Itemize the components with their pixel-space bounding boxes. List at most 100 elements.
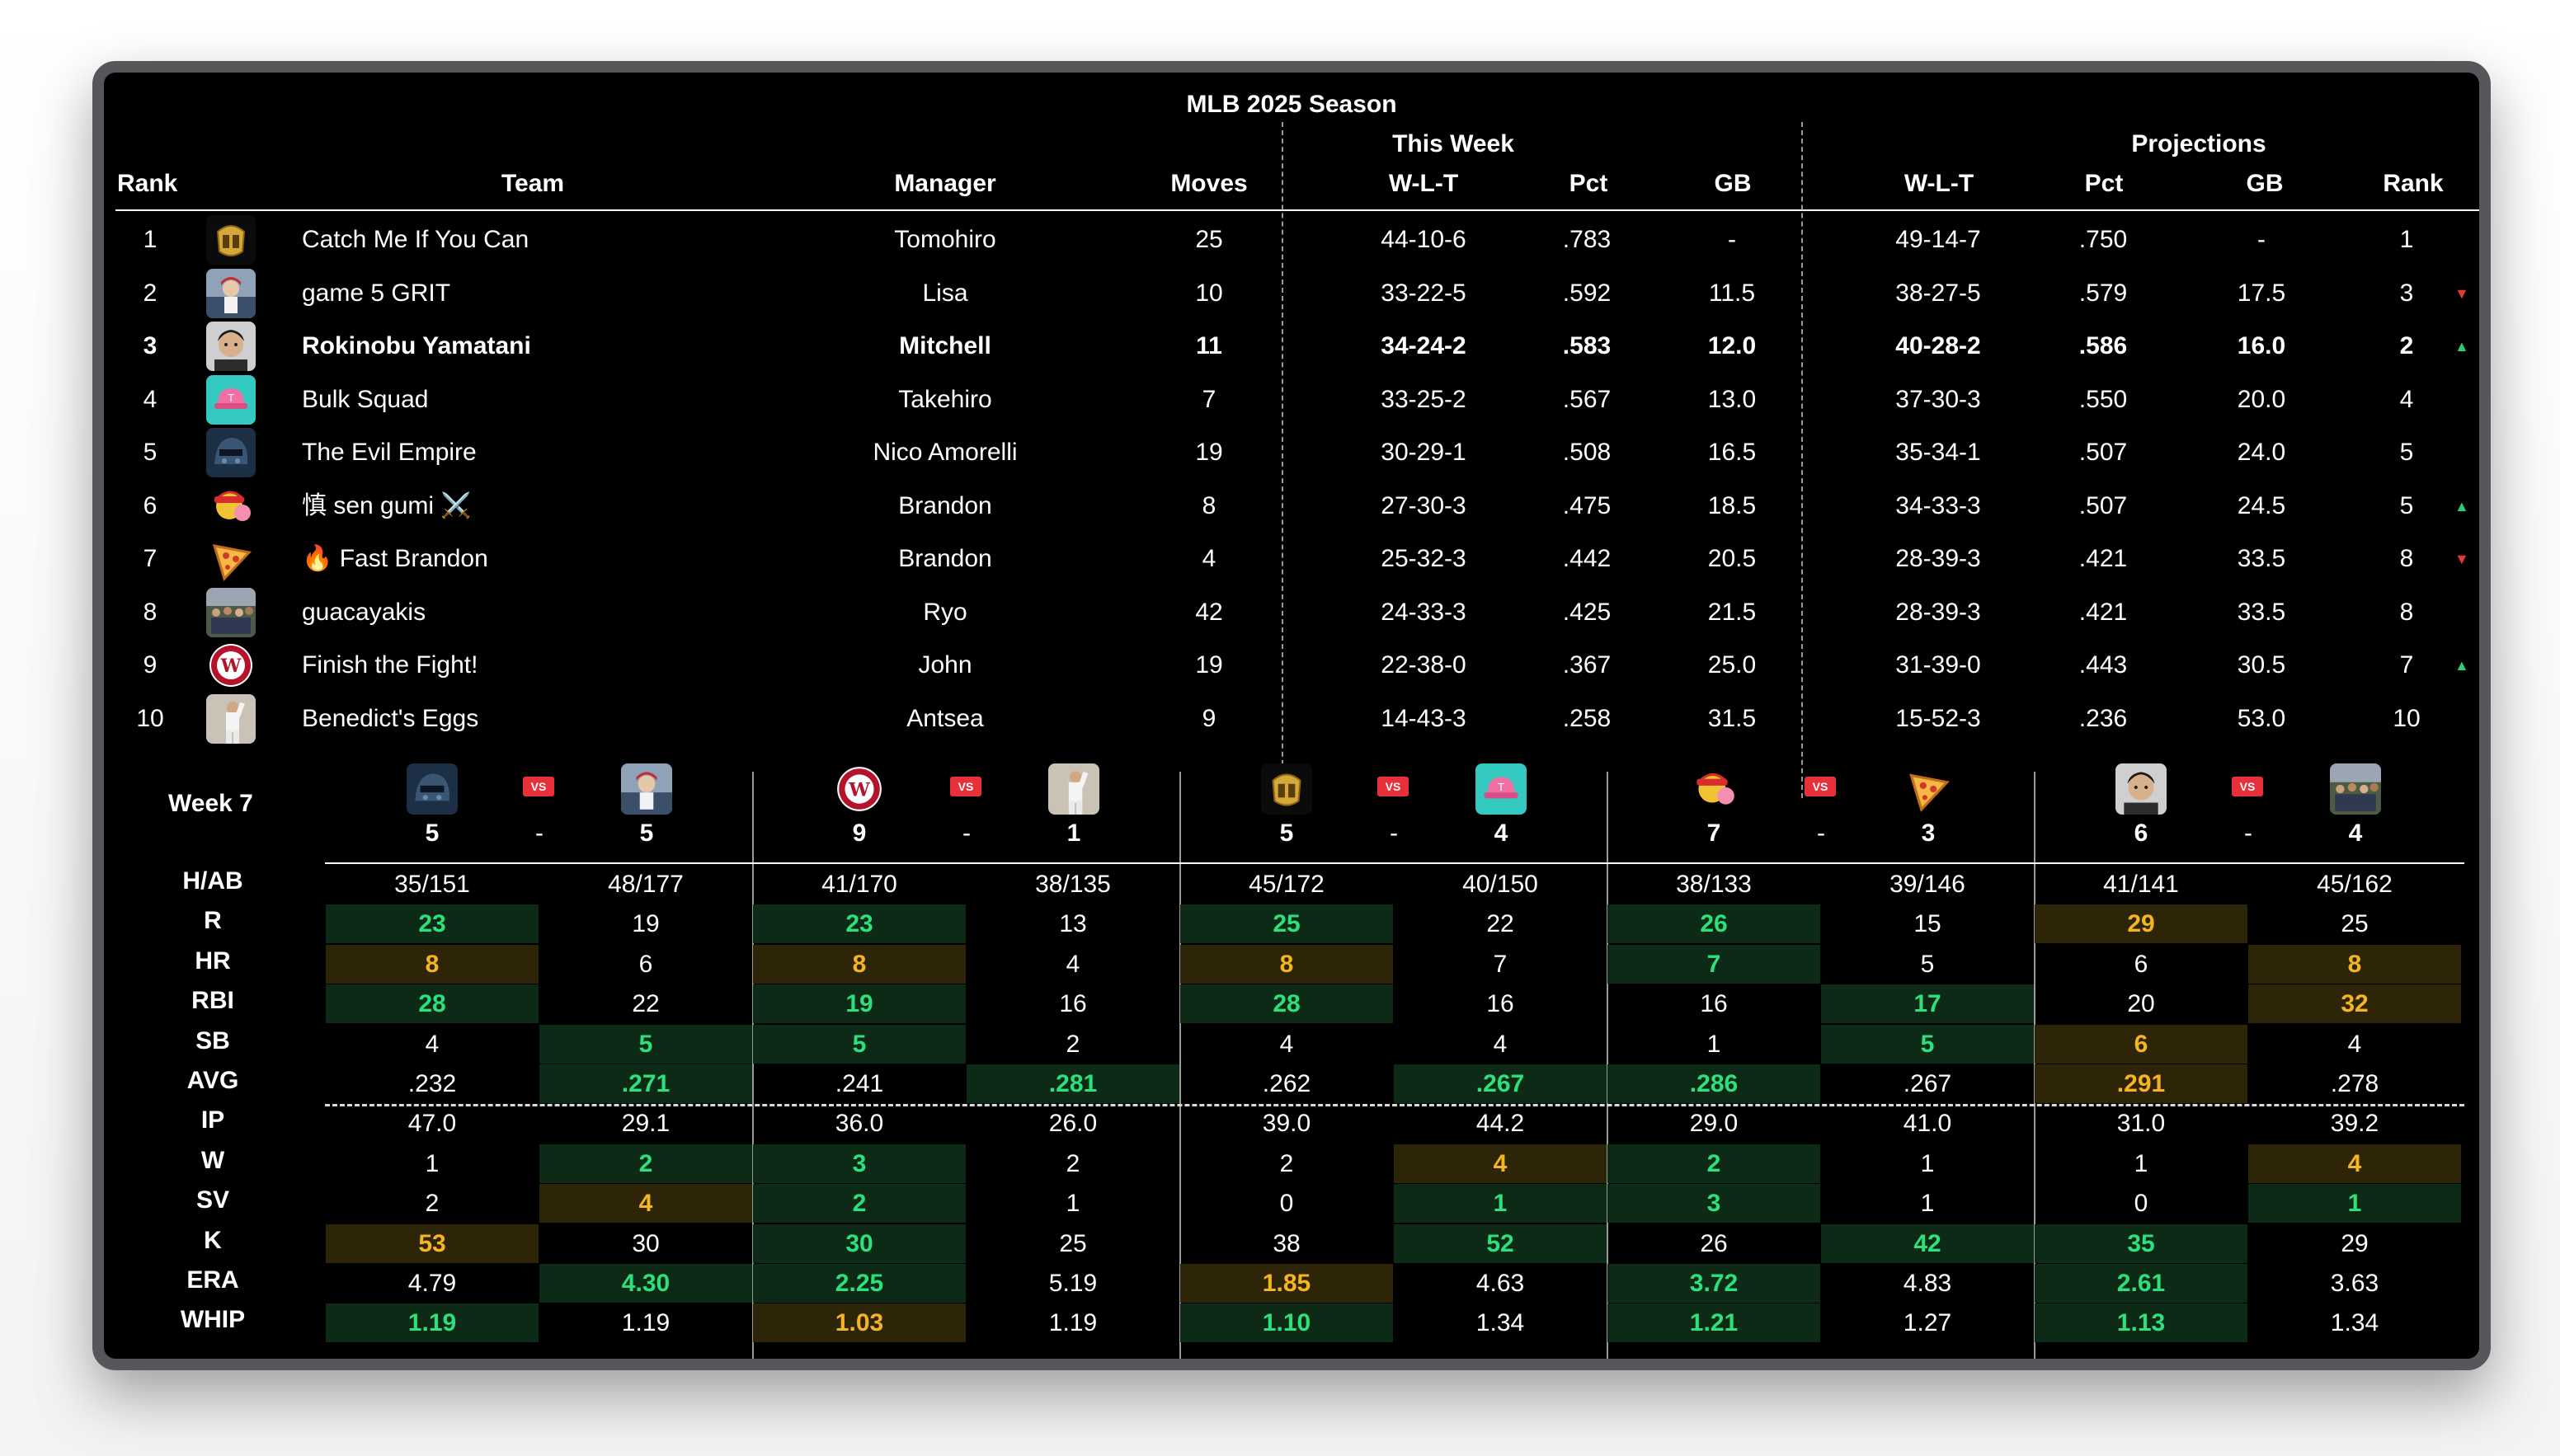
score-separator: -	[1390, 820, 1398, 847]
vs-badge: VS	[1377, 777, 1409, 796]
header-p-pct: Pct	[2084, 170, 2124, 197]
p-rank-cell: 3	[2399, 279, 2414, 307]
tw-pct-cell: .425	[1562, 598, 1612, 626]
away-stat-cell: 17	[1821, 984, 2034, 1024]
moves-cell: 25	[1195, 226, 1223, 253]
stat-label: AVG	[186, 1067, 239, 1094]
p-pct-cell: .586	[2078, 332, 2128, 359]
standings-row[interactable]: 1 Tomohiro 25 44-10-6 .783 - 49-14-7 .750 - 1 Catc…	[104, 214, 2479, 266]
p-gb-cell: 24.5	[2237, 491, 2286, 519]
away-stat-cell: 1	[1394, 1184, 1607, 1224]
home-stat-cell: 0	[1279, 1190, 1294, 1218]
team-name-cell[interactable]: The Evil Empire	[302, 439, 477, 466]
gold-helmet-icon[interactable]	[1261, 763, 1312, 815]
home-stat-cell: 26	[1607, 904, 1820, 944]
tw-wlt-cell: 24-33-3	[1381, 598, 1466, 626]
tw-pct-cell: .258	[1562, 704, 1612, 732]
tw-pct-cell: .783	[1562, 226, 1612, 253]
standings-screen: MLB 2025 Season This Week Projections Ra…	[104, 73, 2479, 1359]
team-name-cell[interactable]: 🔥 Fast Brandon	[302, 545, 488, 572]
score-separator: -	[535, 820, 544, 847]
tw-pct-cell: .592	[1562, 279, 1612, 307]
stat-label: W	[200, 1146, 225, 1174]
score-separator: -	[962, 820, 971, 847]
team-name-cell[interactable]: Bulk Squad	[302, 385, 429, 413]
moves-cell: 10	[1195, 279, 1223, 307]
standings-row[interactable]: 7 Brandon 4 25-32-3 .442 20.5 28-39-3 .421 33.5 8…	[104, 533, 2479, 585]
tw-gb-cell: 20.5	[1707, 545, 1757, 572]
standings-row[interactable]: 5 Nico Amorelli 19 30-29-1 .508 16.5 35-34-1 .5…	[104, 426, 2479, 479]
team-name-cell[interactable]: Rokinobu Yamatani	[302, 332, 531, 359]
team-name-cell[interactable]: Finish the Fight!	[302, 651, 478, 679]
home-stat-cell: 38	[1273, 1229, 1301, 1257]
home-stat-cell: 1.85	[1180, 1264, 1393, 1303]
vs-badge: VS	[2232, 777, 2263, 796]
home-stat-cell: .291	[2035, 1064, 2247, 1103]
p-pct-cell: .507	[2078, 491, 2128, 519]
p-wlt-cell: 35-34-1	[1895, 439, 1981, 466]
player-throw-photo-icon[interactable]	[1048, 763, 1099, 815]
team-name-cell[interactable]: guacayakis	[302, 598, 426, 626]
p-wlt-cell: 31-39-0	[1895, 651, 1981, 679]
bubblegum-character-icon	[206, 481, 256, 531]
standings-row[interactable]: 2 Lisa 10 33-22-5 .592 11.5 38-27-5 .579 17.5 3 ga…	[104, 267, 2479, 320]
p-gb-cell: 17.5	[2237, 279, 2286, 307]
standings-row[interactable]: 9 John 19 22-38-0 .367 25.0 31-39-0 .443 30.5 7 W F…	[104, 639, 2479, 692]
home-stat-cell: 2.61	[2035, 1264, 2247, 1303]
p-gb-cell: 30.5	[2237, 651, 2286, 679]
face-photo-icon[interactable]	[2115, 763, 2167, 815]
team-name-cell[interactable]: Catch Me If You Can	[302, 226, 529, 253]
home-stat-cell: 26	[1700, 1229, 1728, 1257]
crowd-photo-icon[interactable]	[2330, 763, 2381, 815]
away-stat-cell: 1.19	[1048, 1309, 1098, 1337]
team-name-cell[interactable]: game 5 GRIT	[302, 279, 451, 307]
standings-row[interactable]: 3 Mitchell 11 34-24-2 .583 12.0 40-28-2 .586 16.…	[104, 320, 2479, 373]
away-stat-cell: 4	[2347, 1030, 2362, 1058]
away-stat-cell: 40/150	[1462, 871, 1538, 898]
player-throw-photo-icon	[206, 693, 256, 744]
away-stat-cell: 41.0	[1903, 1110, 1952, 1138]
away-stat-cell: 8	[2248, 944, 2461, 984]
tw-gb-cell: 11.5	[1708, 279, 1756, 307]
away-stat-cell: 2	[1066, 1149, 1080, 1177]
home-stat-cell: 28	[326, 984, 539, 1024]
away-stat-cell: 26.0	[1048, 1110, 1098, 1138]
player-photo-icon[interactable]	[621, 763, 672, 815]
stat-label: RBI	[191, 987, 234, 1015]
standings-row[interactable]: 8 Ryo 42 24-33-3 .425 21.5 28-39-3 .421 33.5 8 gua…	[104, 586, 2479, 639]
dark-helmet-icon[interactable]	[407, 763, 458, 815]
p-wlt-cell: 34-33-3	[1895, 491, 1981, 519]
rank-up-icon: ▲	[2454, 497, 2469, 514]
pizza-slice-icon[interactable]	[1903, 763, 1954, 815]
standings-row[interactable]: 10 Antsea 9 14-43-3 .258 31.5 15-52-3 .236 53.0 1…	[104, 693, 2479, 745]
manager-cell: Tomohiro	[894, 226, 996, 253]
away-stat-cell: 3.63	[2330, 1270, 2379, 1297]
p-wlt-cell: 38-27-5	[1895, 279, 1981, 307]
gold-helmet-icon	[206, 215, 256, 265]
p-pct-cell: .507	[2078, 439, 2128, 466]
nationals-logo-icon[interactable]: W	[834, 763, 885, 815]
this-week-divider	[1282, 122, 1283, 798]
bubblegum-character-icon[interactable]	[1688, 763, 1739, 815]
team-name-cell[interactable]: Benedict's Eggs	[302, 704, 479, 732]
home-stat-cell: 35/151	[394, 871, 470, 898]
home-stat-cell: 4.79	[407, 1270, 457, 1297]
pink-cap-icon[interactable]: T	[1475, 763, 1527, 815]
team-name-cell[interactable]: 慎 sen gumi ⚔️	[302, 491, 472, 519]
moves-cell: 9	[1202, 704, 1216, 732]
home-stat-cell: 8	[753, 944, 966, 984]
away-stat-cell: 52	[1394, 1224, 1607, 1263]
home-stat-cell: 3.72	[1607, 1264, 1820, 1303]
away-stat-cell: 5	[1821, 1024, 2034, 1064]
home-stat-cell: 0	[2134, 1190, 2148, 1218]
standings-row[interactable]: 4 Takehiro 7 33-25-2 .567 13.0 37-30-3 .550 20.0…	[104, 373, 2479, 426]
away-stat-cell: 4	[1394, 1144, 1607, 1183]
away-stat-cell: 1.34	[1475, 1309, 1525, 1337]
home-stat-cell: 3	[753, 1144, 966, 1183]
p-pct-cell: .421	[2078, 545, 2128, 572]
p-pct-cell: .750	[2078, 226, 2128, 253]
home-stat-cell: 16	[1700, 990, 1728, 1018]
standings-row[interactable]: 6 Brandon 8 27-30-3 .475 18.5 34-33-3 .507 24.5 5…	[104, 480, 2479, 533]
nationals-logo-icon: W	[206, 641, 256, 690]
home-stat-cell: .286	[1607, 1064, 1820, 1103]
